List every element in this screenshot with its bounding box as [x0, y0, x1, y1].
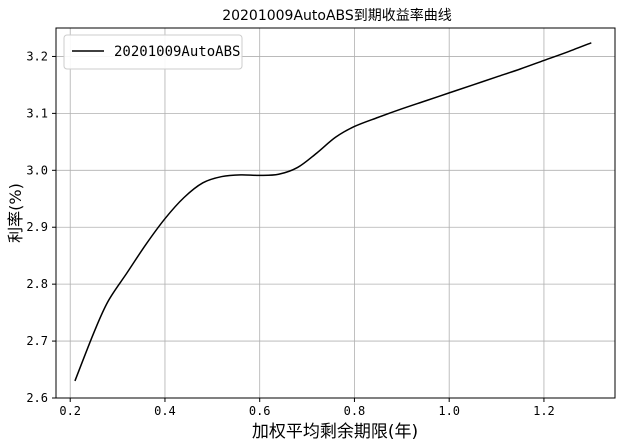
grid-lines [56, 28, 615, 399]
y-axis-label: 利率(%) [6, 183, 25, 243]
chart-title: 20201009AutoABS到期收益率曲线 [222, 7, 452, 24]
plot-frame [55, 27, 616, 399]
legend: 20201009AutoABS [63, 34, 243, 70]
x-tick-label: 0.2 [59, 404, 81, 418]
y-tick-label: 2.8 [26, 277, 48, 291]
y-tick-label: 2.9 [26, 220, 48, 234]
y-tick-label: 2.7 [26, 334, 48, 348]
y-tick-label: 3.2 [26, 49, 48, 63]
series-line [74, 42, 592, 382]
y-tick-label: 3.1 [26, 106, 48, 120]
legend-label: 20201009AutoABS [114, 44, 240, 60]
legend-box [63, 34, 243, 70]
x-tick-label: 1.0 [438, 404, 460, 418]
x-axis-label: 加权平均剩余期限(年) [252, 422, 418, 442]
x-tick-label: 0.4 [154, 404, 176, 418]
x-tick-label: 1.2 [533, 404, 555, 418]
x-tick-label: 0.8 [344, 404, 366, 418]
y-tick-label: 2.6 [26, 391, 48, 405]
x-tick-label: 0.6 [249, 404, 271, 418]
series-layer [74, 42, 592, 382]
y-axis-ticks: 2.6 2.7 2.8 2.9 3.0 3.1 3.2 [26, 49, 56, 405]
y-tick-label: 3.0 [26, 163, 48, 177]
x-axis-ticks: 0.2 0.4 0.6 0.8 1.0 1.2 [59, 398, 555, 418]
